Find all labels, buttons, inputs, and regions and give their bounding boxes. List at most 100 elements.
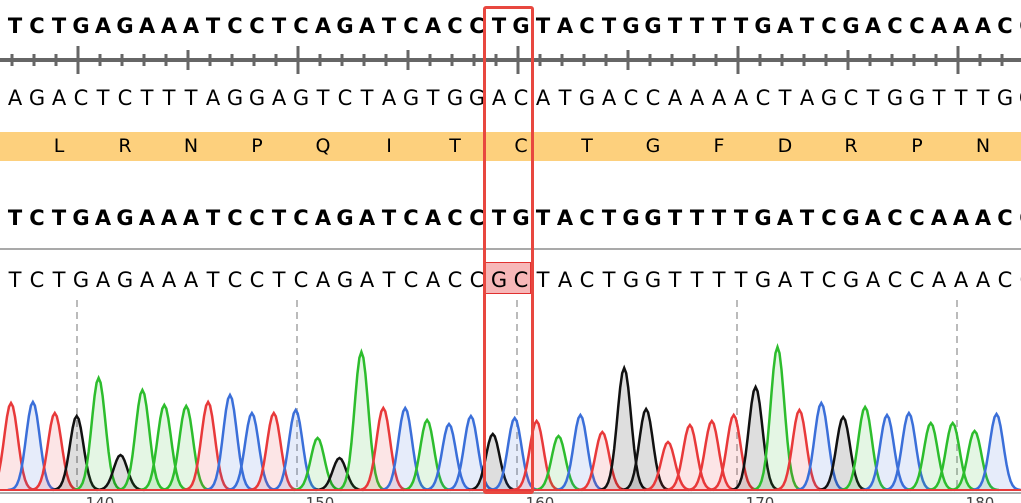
read-base: G (72, 268, 90, 292)
amino-acid: R (118, 135, 132, 157)
amino-acid: T (581, 135, 593, 157)
reference-base: A (556, 14, 574, 38)
peak-fill (775, 410, 824, 490)
complement-base: G (578, 86, 596, 110)
complement-base: A (689, 86, 705, 110)
reference-base: A (358, 206, 376, 230)
reference-base: T (711, 206, 727, 230)
reference-base: A (182, 14, 200, 38)
complement-base: A (733, 86, 749, 110)
read-base: T (602, 268, 616, 292)
complement-base: G (402, 86, 420, 110)
reference-base: A (556, 206, 574, 230)
reference-base: G (116, 206, 134, 230)
read-base: T (536, 268, 550, 292)
peak-fill (446, 416, 495, 490)
reference-base: G (512, 206, 530, 230)
read-base: C (909, 268, 925, 292)
complement-base: G (468, 86, 486, 110)
peak-A (401, 417, 452, 492)
complement-base: T (316, 86, 330, 110)
complement-base: A (711, 86, 727, 110)
peak-G (620, 406, 671, 492)
reference-base: A (952, 14, 970, 38)
complement-base: T (976, 86, 990, 110)
complement-base: T (778, 86, 792, 110)
peak-fill (884, 413, 933, 490)
reference-base: C (997, 206, 1013, 230)
complement-base: A (7, 86, 23, 110)
complement-base: C (755, 86, 771, 110)
reference-base: T (711, 14, 727, 38)
peak-fill (8, 402, 57, 490)
peak-G (314, 456, 364, 492)
complement-base: T (162, 86, 176, 110)
peak-fill (819, 417, 868, 490)
complement-base: C (73, 86, 89, 110)
reference-base: C (293, 14, 309, 38)
divider (0, 248, 1021, 250)
complement-base: G (1016, 86, 1021, 110)
peak-T (358, 405, 408, 492)
amino-acid: N (975, 135, 991, 157)
complement-base: C (513, 86, 529, 110)
reference-base: C (447, 14, 463, 38)
mismatch-highlight[interactable] (485, 262, 531, 294)
reference-base: A (314, 14, 332, 38)
peak-fill (556, 415, 605, 490)
reference-base: A (776, 206, 794, 230)
reference-base: T (7, 206, 23, 230)
reference-base: G (72, 14, 90, 38)
reference-base: A (424, 206, 442, 230)
peak-fill (468, 434, 517, 490)
reference-base: A (864, 14, 882, 38)
read-base: A (865, 268, 881, 292)
reference-base: T (205, 206, 221, 230)
complement-base: G (226, 86, 244, 110)
complement-base: A (51, 86, 67, 110)
read-base: A (183, 268, 199, 292)
reference-base: C (579, 14, 595, 38)
reference-base: C (293, 206, 309, 230)
peak-fill (0, 403, 35, 490)
peak-A (533, 434, 583, 492)
complement-base: A (535, 86, 551, 110)
peak-fill (315, 458, 364, 490)
complement-base: T (558, 86, 572, 110)
read-base: A (359, 268, 375, 292)
read-base: A (953, 268, 969, 292)
reference-base: T (733, 14, 749, 38)
complement-base: A (667, 86, 683, 110)
reference-base: G (336, 14, 354, 38)
reference-base: G (644, 14, 662, 38)
complement-base: A (799, 86, 815, 110)
reference-base: T (51, 14, 67, 38)
peak-C (379, 405, 430, 492)
peak-fill (753, 347, 802, 490)
peak-fill (578, 432, 627, 490)
complement-base: T (96, 86, 110, 110)
peak-fill (600, 368, 649, 490)
reference-base: C (821, 14, 837, 38)
complement-base: T (140, 86, 154, 110)
reference-base: A (424, 14, 442, 38)
peak-A (73, 374, 123, 492)
reference-base: T (491, 14, 507, 38)
read-base: C (293, 268, 309, 292)
peak-T (708, 412, 758, 492)
reference-base: A (94, 206, 112, 230)
peak-fill (140, 405, 189, 490)
reference-base: T (491, 206, 507, 230)
reference-base: T (535, 206, 551, 230)
peak-C (796, 400, 846, 492)
read-base: C (403, 268, 419, 292)
amino-acid: I (386, 135, 392, 157)
peak-T (511, 418, 561, 492)
read-base: G (336, 268, 354, 292)
peak-A (752, 342, 802, 491)
peak-T (664, 422, 715, 492)
reference-base: T (381, 14, 397, 38)
reference-base: A (974, 14, 992, 38)
peak-T (248, 410, 298, 492)
reference-base: T (271, 14, 287, 38)
